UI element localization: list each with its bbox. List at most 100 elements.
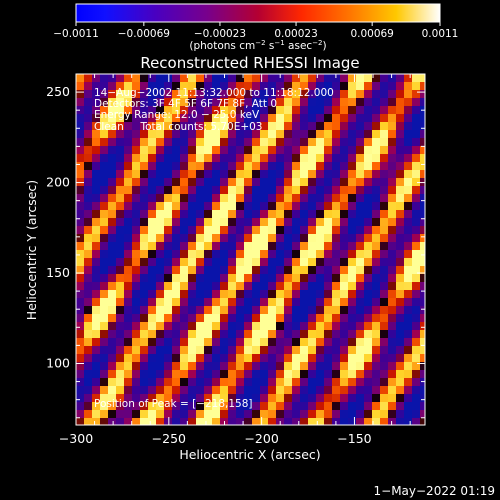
heatmap-cell <box>116 282 124 290</box>
heatmap-cell <box>324 410 332 418</box>
heatmap-cell <box>148 218 156 226</box>
heatmap-cell <box>356 402 364 410</box>
heatmap-cell <box>100 98 108 106</box>
heatmap-cell <box>268 194 276 202</box>
heatmap-cell <box>124 386 132 394</box>
heatmap-cell <box>292 370 300 378</box>
heatmap-cell <box>236 226 244 234</box>
heatmap-cell <box>100 282 108 290</box>
heatmap-cell <box>212 138 220 146</box>
heatmap-cell <box>156 138 164 146</box>
heatmap-cell <box>116 306 124 314</box>
heatmap-cell <box>148 330 156 338</box>
heatmap-cell <box>92 202 100 210</box>
heatmap-cell <box>276 178 284 186</box>
heatmap-cell <box>108 98 116 106</box>
heatmap-cell <box>148 202 156 210</box>
heatmap-cell <box>364 186 372 194</box>
heatmap-cell <box>156 322 164 330</box>
heatmap-cell <box>348 194 356 202</box>
heatmap-cell <box>124 98 132 106</box>
x-tick-label: −200 <box>244 431 278 446</box>
heatmap-cell <box>364 138 372 146</box>
heatmap-cell <box>220 418 228 425</box>
heatmap-cell <box>420 418 425 425</box>
heatmap-cell <box>276 218 284 226</box>
heatmap-cell <box>260 162 268 170</box>
heatmap-cell <box>364 154 372 162</box>
heatmap-cell <box>196 306 204 314</box>
heatmap-cell <box>300 82 308 90</box>
heatmap-cell <box>180 154 188 162</box>
heatmap-cell <box>140 402 148 410</box>
heatmap-cell <box>388 98 396 106</box>
heatmap-cell <box>100 154 108 162</box>
heatmap-cell <box>92 314 100 322</box>
heatmap-cell <box>300 298 308 306</box>
heatmap-cell <box>204 194 212 202</box>
heatmap-cell <box>132 178 140 186</box>
heatmap-cell <box>172 154 180 162</box>
heatmap-cell <box>228 74 236 82</box>
heatmap-cell <box>300 370 308 378</box>
heatmap-cell <box>388 194 396 202</box>
heatmap-cell <box>164 202 172 210</box>
heatmap-cell <box>236 242 244 250</box>
heatmap-cell <box>356 186 364 194</box>
annotation-time-range: 14−Aug−2002 11:13:32.000 to 11:18:12.000 <box>94 87 334 99</box>
heatmap-cell <box>420 330 425 338</box>
heatmap-cell <box>148 242 156 250</box>
heatmap-cell <box>188 122 196 130</box>
heatmap-cell <box>260 322 268 330</box>
heatmap-cell <box>260 258 268 266</box>
heatmap-cell <box>180 98 188 106</box>
heatmap-cell <box>348 298 356 306</box>
x-axis-ticks: −300 −250 −200 −150 <box>59 74 411 446</box>
heatmap-cell <box>212 306 220 314</box>
heatmap-cell <box>164 138 172 146</box>
heatmap-cell <box>404 162 412 170</box>
heatmap-cell <box>276 210 284 218</box>
heatmap-cell <box>164 114 172 122</box>
heatmap-cell <box>252 290 260 298</box>
heatmap-cell <box>172 106 180 114</box>
heatmap-cell <box>220 354 228 362</box>
heatmap-cell <box>244 162 252 170</box>
heatmap-cell <box>316 234 324 242</box>
heatmap-cell <box>308 186 316 194</box>
heatmap-cell <box>140 210 148 218</box>
heatmap-cell <box>180 162 188 170</box>
heatmap-cell <box>236 410 244 418</box>
heatmap-cell <box>404 194 412 202</box>
heatmap-cell <box>356 266 364 274</box>
heatmap-cell <box>76 162 84 170</box>
heatmap-cell <box>116 338 124 346</box>
heatmap-cell <box>268 274 276 282</box>
heatmap-cell <box>364 306 372 314</box>
heatmap-cell <box>300 74 308 82</box>
heatmap-cell <box>244 266 252 274</box>
heatmap-cell <box>388 138 396 146</box>
heatmap-cell <box>268 250 276 258</box>
heatmap-cell <box>308 394 316 402</box>
heatmap-cell <box>164 386 172 394</box>
heatmap-cell <box>220 202 228 210</box>
heatmap-cell <box>132 186 140 194</box>
heatmap-cell <box>156 106 164 114</box>
heatmap-cell <box>172 170 180 178</box>
heatmap-cell <box>188 114 196 122</box>
heatmap-cell <box>364 170 372 178</box>
heatmap-cell <box>300 210 308 218</box>
heatmap-cell <box>188 202 196 210</box>
heatmap-cell <box>244 338 252 346</box>
heatmap-cell <box>332 330 340 338</box>
heatmap-cell <box>228 90 236 98</box>
heatmap-cell <box>412 82 420 90</box>
heatmap-cell <box>180 138 188 146</box>
heatmap-cell <box>108 330 116 338</box>
heatmap-cell <box>140 218 148 226</box>
heatmap-cell <box>228 370 236 378</box>
heatmap-cell <box>268 370 276 378</box>
heatmap-cell <box>332 362 340 370</box>
heatmap-cell <box>316 274 324 282</box>
